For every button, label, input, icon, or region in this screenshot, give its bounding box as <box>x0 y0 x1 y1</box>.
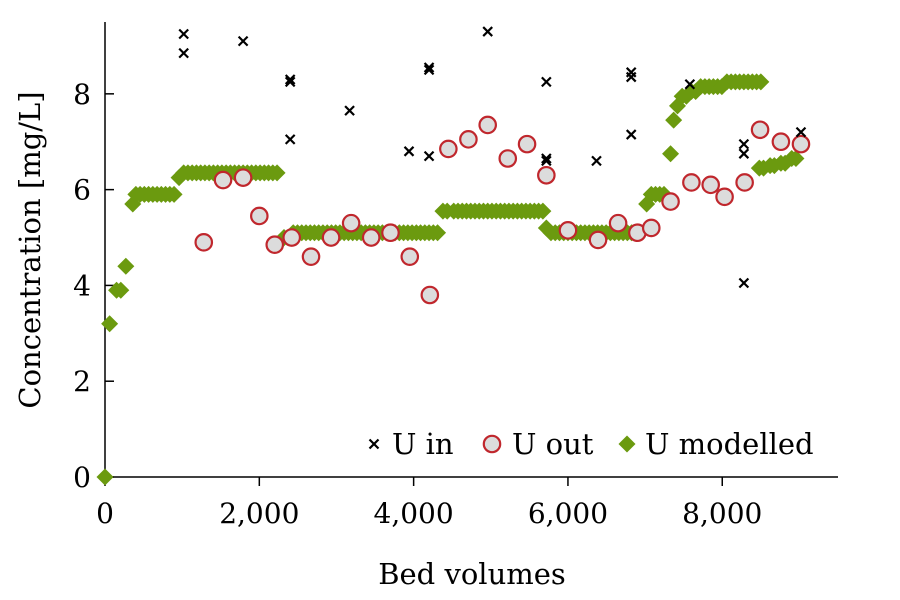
y-axis-title: Concentration [mg/L] <box>13 91 47 408</box>
u-in-point <box>625 71 637 83</box>
u-out-point <box>301 247 321 266</box>
x-tick-label: 0 <box>96 497 114 530</box>
u-in-point <box>284 74 296 85</box>
u-out-point <box>250 206 269 226</box>
legend: U in U out U modelled <box>368 427 814 461</box>
u-out-point <box>400 247 420 266</box>
u-out-point <box>517 134 537 154</box>
u-modelled-point <box>268 164 286 182</box>
u-in-point <box>541 76 552 88</box>
legend-x-marker <box>368 438 380 450</box>
u-modelled-point <box>787 150 805 167</box>
u-in-point <box>541 155 552 167</box>
u-modelled-point <box>665 111 683 129</box>
u-out-point <box>641 218 661 238</box>
u-out-point <box>750 120 770 140</box>
legend-label-u-out: U out <box>512 427 594 461</box>
axes <box>104 22 838 478</box>
legend-marker-u-in <box>368 438 380 450</box>
y-tick-label: 2 <box>73 365 91 398</box>
x-axis-title: Bed volumes <box>378 557 566 591</box>
x-ticks: 0 2,000 4,000 6,000 8,000 <box>96 477 762 530</box>
y-tick-label: 8 <box>73 78 91 111</box>
u-out-point <box>715 187 734 207</box>
u-out-point <box>233 168 253 187</box>
u-out-point <box>701 175 720 195</box>
u-modelled-point <box>752 73 770 91</box>
series-u-out <box>194 115 811 305</box>
u-out-point <box>682 173 701 192</box>
u-in-point <box>423 62 435 73</box>
legend-marker-u-out <box>482 434 502 454</box>
series-u-modelled <box>96 73 805 486</box>
u-out-point <box>361 228 381 247</box>
u-out-point <box>321 228 341 247</box>
u-in-point <box>625 129 637 140</box>
legend-entry-u-modelled: U modelled <box>618 427 814 461</box>
u-out-point <box>735 173 754 192</box>
y-tick-label: 6 <box>73 174 91 207</box>
x-tick-label: 6,000 <box>528 497 608 530</box>
u-out-point <box>608 213 628 233</box>
legend-entry-u-out: U out <box>482 427 594 461</box>
u-in-point <box>344 105 355 116</box>
u-out-point <box>771 132 791 152</box>
u-out-point <box>661 192 680 211</box>
u-modelled-point <box>117 257 135 275</box>
x-tick-label: 8,000 <box>682 497 762 530</box>
legend-label-u-modelled: U modelled <box>645 427 814 461</box>
u-out-point <box>791 134 811 154</box>
u-modelled-point <box>165 185 183 203</box>
u-out-point <box>381 223 400 243</box>
y-tick-label: 0 <box>73 461 91 494</box>
u-out-point <box>459 130 478 149</box>
u-modelled-point <box>662 145 680 163</box>
u-in-point <box>284 134 296 145</box>
u-modelled-point <box>96 468 114 486</box>
u-out-point <box>588 230 608 250</box>
u-in-point <box>178 47 189 59</box>
u-in-point <box>423 150 435 162</box>
y-ticks: 0 2 4 6 8 <box>73 78 114 494</box>
legend-label-u-in: U in <box>392 427 454 461</box>
u-modelled-point <box>534 202 552 220</box>
u-out-point <box>265 235 285 255</box>
u-modelled-point <box>101 315 119 333</box>
x-tick-label: 4,000 <box>374 497 454 530</box>
u-out-point <box>558 221 578 240</box>
u-out-point <box>213 170 233 190</box>
series-u-in <box>178 26 807 289</box>
u-in-point <box>403 146 415 157</box>
u-in-point <box>541 153 552 164</box>
u-out-point <box>420 285 440 305</box>
legend-entry-u-in: U in <box>368 427 454 461</box>
u-in-point <box>684 78 696 90</box>
legend-circle-marker <box>482 434 502 454</box>
u-out-point <box>341 213 361 233</box>
u-out-point <box>478 115 498 135</box>
u-in-point <box>795 126 807 138</box>
legend-marker-u-modelled <box>618 435 636 453</box>
y-tick-label: 4 <box>73 269 91 302</box>
u-in-point <box>237 35 249 47</box>
x-tick-label: 2,000 <box>219 497 299 530</box>
u-out-point <box>537 165 556 185</box>
u-in-point <box>591 155 602 167</box>
u-out-point <box>282 228 302 247</box>
u-in-point <box>423 64 435 76</box>
u-modelled-point <box>429 224 447 242</box>
u-out-point <box>498 149 518 168</box>
u-in-point <box>178 28 189 40</box>
u-in-point <box>738 277 750 289</box>
u-out-point <box>439 139 458 159</box>
u-in-point <box>738 148 750 159</box>
u-modelled-point <box>112 281 130 299</box>
legend-diamond-marker <box>618 435 636 453</box>
u-in-point <box>738 138 750 150</box>
u-in-point <box>284 76 296 88</box>
u-out-point <box>194 233 214 252</box>
data-marks <box>96 26 811 486</box>
u-in-point <box>482 26 493 37</box>
